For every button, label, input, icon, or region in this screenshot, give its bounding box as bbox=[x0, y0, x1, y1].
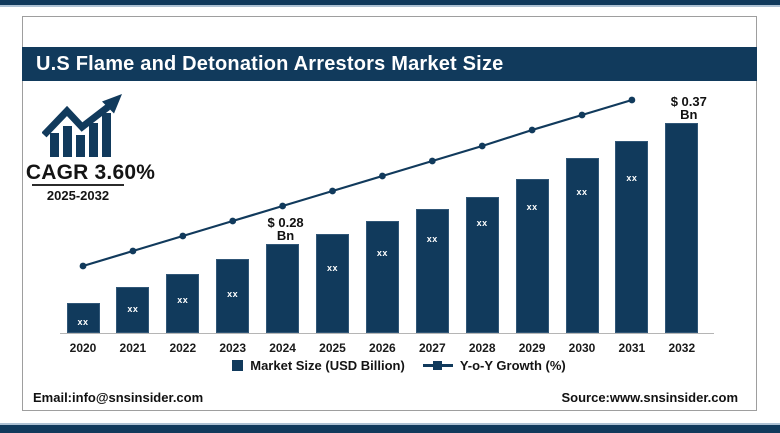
year-label-2023: 2023 bbox=[219, 341, 247, 355]
bar-2032 bbox=[665, 123, 699, 333]
x-axis-line bbox=[60, 333, 714, 334]
bar-value-label-2022: xx bbox=[177, 295, 189, 305]
yoy-marker-2031 bbox=[628, 96, 636, 104]
year-label-2026: 2026 bbox=[369, 341, 396, 355]
year-label-2021: 2021 bbox=[119, 341, 147, 355]
bar-2023: xx bbox=[216, 259, 250, 333]
yoy-marker-2028 bbox=[478, 142, 486, 150]
bar-value-label-2028: xx bbox=[476, 218, 488, 228]
title-bar: U.S Flame and Detonation Arrestors Marke… bbox=[22, 47, 757, 81]
legend: Market Size (USD Billion) Y-o-Y Growth (… bbox=[9, 358, 780, 373]
yoy-marker-2030 bbox=[578, 111, 586, 119]
bottom-accent-bar bbox=[0, 425, 780, 433]
bar-2029: xx bbox=[515, 179, 549, 333]
year-label-2031: 2031 bbox=[618, 341, 646, 355]
yoy-marker-2027 bbox=[428, 157, 436, 165]
year-label-2024: 2024 bbox=[269, 341, 296, 355]
legend-item-yoy-growth: Y-o-Y Growth (%) bbox=[422, 358, 566, 373]
bar-2025: xx bbox=[316, 234, 349, 333]
year-label-2029: 2029 bbox=[518, 341, 546, 355]
bar-value-label-2027: xx bbox=[426, 234, 438, 244]
yoy-marker-2025 bbox=[329, 187, 336, 195]
value-annotation-2032: $ 0.37 Bn bbox=[670, 94, 707, 122]
bar-2027: xx bbox=[415, 209, 449, 333]
legend-item-market-size: Market Size (USD Billion) bbox=[232, 358, 405, 373]
yoy-legend-marker bbox=[422, 361, 453, 370]
bar-2021: xx bbox=[116, 287, 150, 333]
bar-value-label-2031: xx bbox=[626, 173, 638, 183]
bar-2031: xx bbox=[615, 141, 649, 333]
year-label-2030: 2030 bbox=[568, 341, 596, 355]
bar-2028: xx bbox=[465, 197, 499, 333]
legend-market-size-label: Market Size (USD Billion) bbox=[250, 358, 405, 373]
year-label-2020: 2020 bbox=[69, 341, 97, 355]
bottom-accent-line bbox=[0, 423, 780, 425]
bar-value-label-2020: xx bbox=[77, 317, 89, 327]
yoy-marker-2029 bbox=[528, 126, 536, 134]
bar-value-label-2030: xx bbox=[576, 187, 588, 197]
yoy-marker-2023 bbox=[229, 217, 237, 225]
yoy-marker-2021 bbox=[129, 247, 137, 255]
bar-value-label-2021: xx bbox=[127, 304, 139, 314]
page-title: U.S Flame and Detonation Arrestors Marke… bbox=[36, 53, 504, 75]
year-label-2028: 2028 bbox=[468, 341, 496, 355]
bar-2026: xx bbox=[365, 221, 399, 333]
yoy-marker-2020 bbox=[79, 262, 87, 270]
footer-source: Source:www.snsinsider.com bbox=[561, 390, 738, 405]
market-size-legend-swatch bbox=[232, 360, 244, 371]
year-label-2025: 2025 bbox=[319, 341, 346, 355]
bar-value-label-2026: xx bbox=[376, 248, 388, 258]
yoy-marker-2024 bbox=[279, 202, 286, 210]
bar-2022: xx bbox=[166, 274, 200, 333]
bar-value-label-2029: xx bbox=[526, 202, 538, 212]
bar-2024 bbox=[266, 244, 300, 333]
value-annotation-2024: $ 0.28 Bn bbox=[267, 215, 304, 243]
top-accent-bar bbox=[0, 0, 780, 5]
year-label-2032: 2032 bbox=[668, 341, 696, 355]
bar-2030: xx bbox=[565, 158, 599, 333]
bar-2020: xx bbox=[66, 303, 100, 333]
top-accent-line bbox=[0, 5, 780, 7]
year-label-2022: 2022 bbox=[169, 341, 197, 355]
yoy-marker-2026 bbox=[379, 172, 386, 180]
bar-value-label-2025: xx bbox=[326, 263, 338, 273]
bar-value-label-2023: xx bbox=[227, 289, 239, 299]
yoy-marker-2022 bbox=[179, 232, 187, 240]
footer-email: Email:info@snsinsider.com bbox=[33, 390, 204, 405]
year-label-2027: 2027 bbox=[418, 341, 446, 355]
legend-yoy-label: Y-o-Y Growth (%) bbox=[459, 358, 566, 373]
